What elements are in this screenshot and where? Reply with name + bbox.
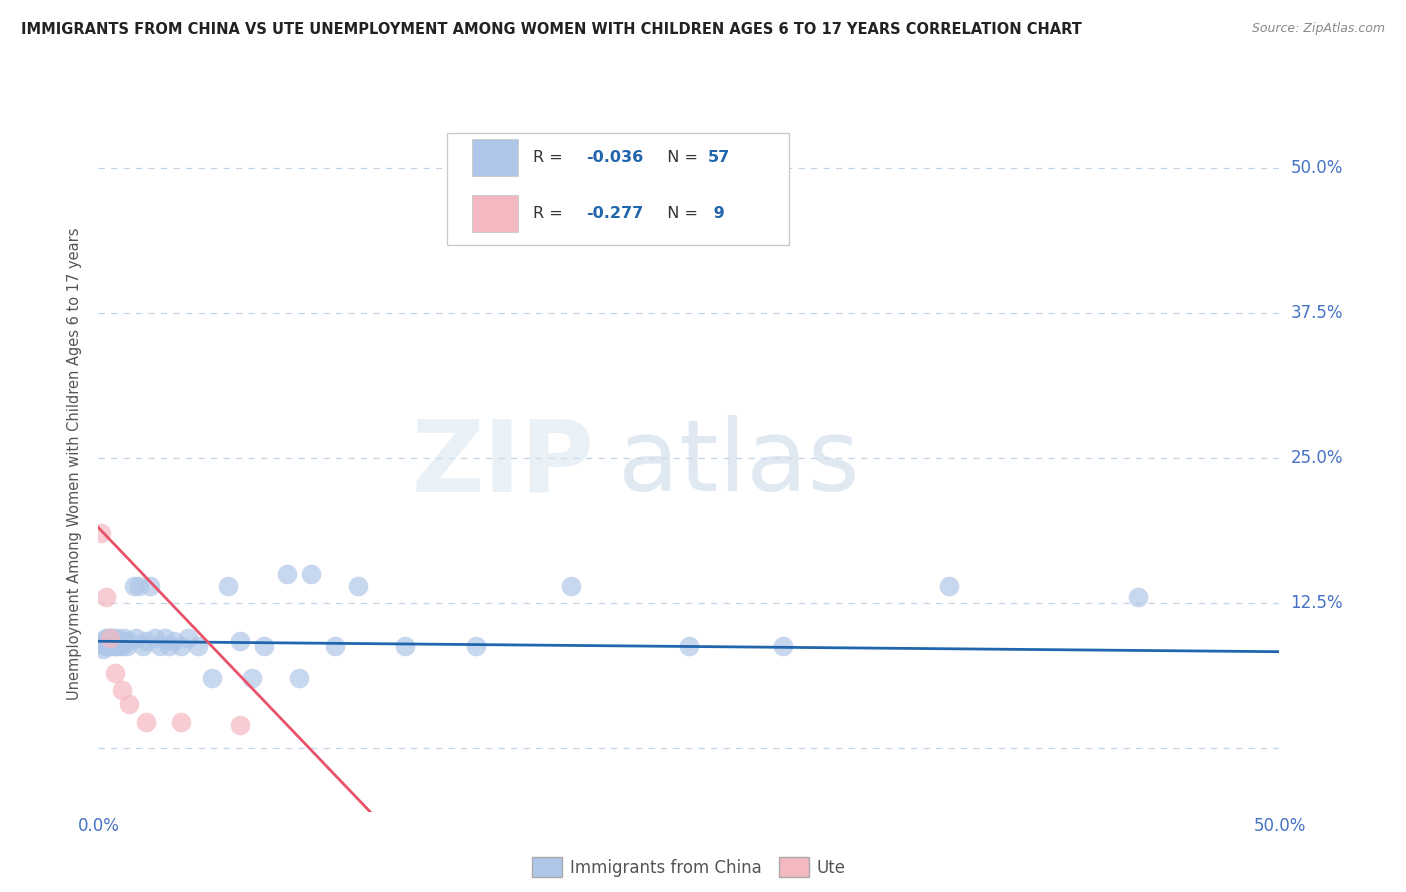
Point [394,639,416,653]
Point [323,639,346,653]
Text: 12.5%: 12.5% [1291,594,1343,612]
Legend: Immigrants from China, Ute: Immigrants from China, Ute [526,851,852,883]
Point [104,639,127,653]
Point [104,665,127,680]
Point [128,579,150,593]
Point [118,697,141,711]
Point [104,634,127,648]
Point [115,639,138,653]
Point [111,639,134,653]
Point [1126,591,1149,605]
Point [253,639,276,653]
FancyBboxPatch shape [471,139,517,177]
Point [465,639,488,653]
Point [229,634,252,648]
Point [170,639,193,653]
Point [240,671,263,685]
Point [132,639,155,653]
Point [299,567,322,582]
Point [125,631,148,645]
Point [101,639,124,653]
Point [143,631,166,645]
Text: atlas: atlas [619,416,859,512]
Point [139,579,162,593]
Point [772,639,794,653]
Point [111,683,134,698]
Point [157,639,180,653]
Point [118,634,141,648]
Point [98,639,121,653]
Point [560,579,582,593]
Point [122,579,145,593]
Point [229,717,252,731]
Point [97,631,120,645]
Text: R =: R = [533,150,568,165]
Point [94,591,117,605]
Point [91,642,114,657]
Point [90,526,112,541]
Point [105,631,128,645]
Point [112,631,135,645]
Text: Source: ZipAtlas.com: Source: ZipAtlas.com [1251,22,1385,36]
Point [347,579,370,593]
Point [938,579,960,593]
Point [101,634,124,648]
Text: ZIP: ZIP [412,416,595,512]
Point [276,567,298,582]
Text: N =: N = [657,150,703,165]
Point [97,634,120,648]
Text: 9: 9 [707,206,724,221]
Point [163,634,186,648]
Point [94,639,117,653]
Text: IMMIGRANTS FROM CHINA VS UTE UNEMPLOYMENT AMONG WOMEN WITH CHILDREN AGES 6 TO 17: IMMIGRANTS FROM CHINA VS UTE UNEMPLOYMEN… [21,22,1083,37]
Point [98,634,121,648]
Point [108,634,131,648]
Point [97,639,120,653]
Text: N =: N = [657,206,703,221]
Point [135,715,157,730]
Point [217,579,239,593]
Point [201,671,224,685]
Point [177,631,200,645]
Point [90,637,112,651]
Text: 37.5%: 37.5% [1291,304,1343,322]
Text: 25.0%: 25.0% [1291,449,1343,467]
Point [135,634,157,648]
Point [187,639,209,653]
Point [101,631,124,645]
FancyBboxPatch shape [447,134,789,244]
Text: -0.036: -0.036 [586,150,644,165]
Point [108,639,131,653]
Point [94,634,117,648]
Point [91,634,114,648]
Point [153,631,176,645]
Text: -0.277: -0.277 [586,206,644,221]
Point [105,639,128,653]
FancyBboxPatch shape [471,194,517,232]
Point [149,639,172,653]
Point [170,715,193,730]
Text: 57: 57 [707,150,730,165]
Point [94,631,117,645]
Text: R =: R = [533,206,568,221]
Point [98,631,121,645]
Point [98,631,121,645]
Point [111,634,134,648]
Y-axis label: Unemployment Among Women with Children Ages 6 to 17 years: Unemployment Among Women with Children A… [67,227,83,700]
Point [288,671,311,685]
Point [678,639,700,653]
Text: 50.0%: 50.0% [1291,159,1343,178]
